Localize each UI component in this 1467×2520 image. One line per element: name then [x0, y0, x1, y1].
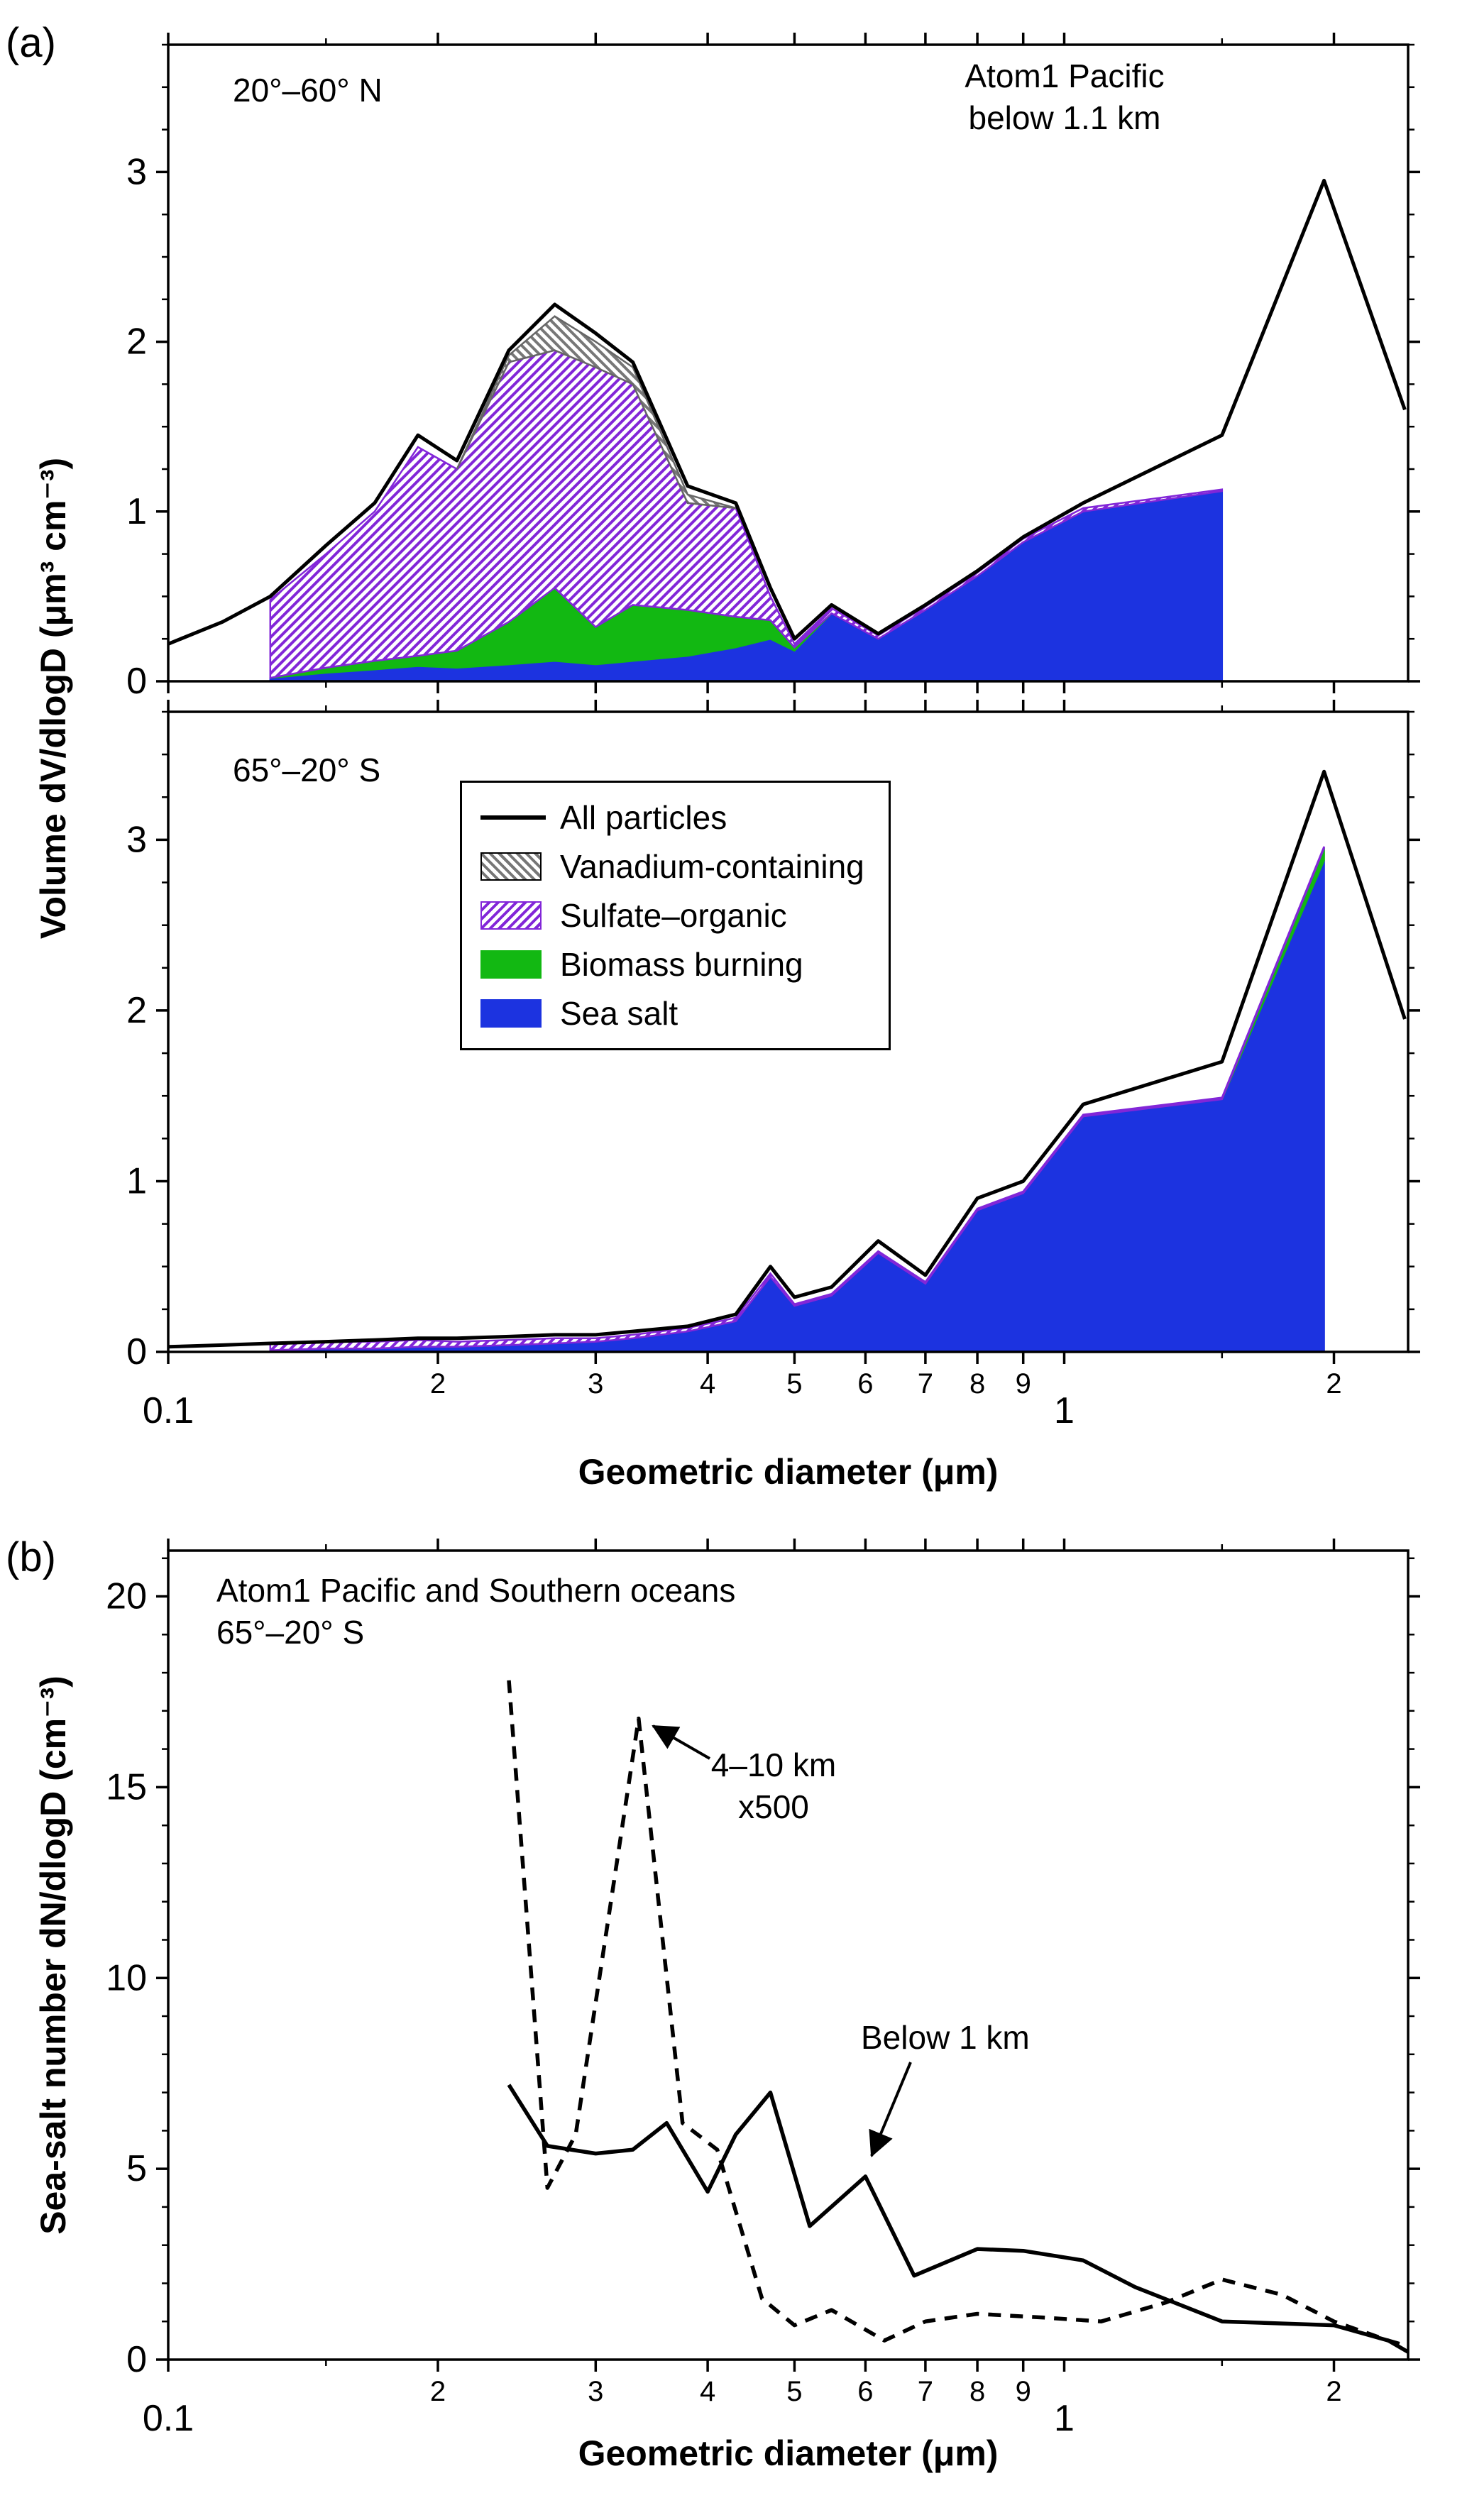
- line-below-1-km: [507, 2084, 1410, 2354]
- svg-text:1: 1: [1054, 2398, 1075, 2439]
- svg-text:20: 20: [106, 1576, 147, 1617]
- plot-frame-a-top: [167, 43, 1410, 683]
- line-4-10-km-x500: [507, 1680, 1409, 2348]
- annotation-4-10km-line2: x500: [738, 1788, 809, 1825]
- svg-text:4: 4: [700, 2376, 715, 2407]
- legend-swatch-sea-salt: [480, 999, 542, 1028]
- svg-text:3: 3: [126, 151, 147, 192]
- legend-label-sulfate-organic: Sulfate–organic: [560, 897, 787, 934]
- x-axis-title-a: Geometric diameter (μm): [578, 1452, 999, 1492]
- panel-b-letter: (b): [6, 1534, 56, 1580]
- svg-text:3: 3: [588, 2376, 603, 2407]
- legend-swatch-all-particles-line: [480, 815, 546, 820]
- annotation-4-10km-line1: 4–10 km: [710, 1746, 837, 1783]
- annotation-below-1km: Below 1 km: [861, 2019, 1030, 2056]
- svg-text:0.1: 0.1: [143, 2398, 194, 2439]
- legend-item-sea-salt: Sea salt: [480, 994, 864, 1033]
- svg-text:2: 2: [430, 2376, 446, 2407]
- svg-text:10: 10: [106, 1957, 147, 1998]
- svg-text:1: 1: [126, 491, 147, 532]
- svg-text:5: 5: [786, 2376, 802, 2407]
- annotation-a-top-line2: below 1.1 km: [968, 99, 1161, 136]
- legend-item-biomass-burning: Biomass burning: [480, 945, 864, 984]
- svg-text:2: 2: [1326, 1368, 1341, 1399]
- svg-text:0.1: 0.1: [143, 1390, 194, 1431]
- y-axis-title-a: Volume dV/dlogD (μm³ cm⁻³): [33, 457, 73, 940]
- axis-ticks-a-top: 0 1 2 3: [126, 33, 1420, 702]
- svg-text:6: 6: [857, 2376, 873, 2407]
- legend-swatch-sulfate-hatch: [480, 901, 542, 930]
- region-label-a-bottom: 65°–20° S: [233, 752, 381, 788]
- svg-text:7: 7: [918, 2376, 933, 2407]
- legend: All particles Vanadium-containing Sulfat…: [460, 781, 891, 1050]
- annotation-a-top: Atom1 Pacific below 1.1 km: [908, 55, 1221, 139]
- area-sulfate-organic: [269, 846, 1325, 1351]
- svg-text:15: 15: [106, 1766, 147, 1808]
- svg-text:2: 2: [126, 990, 147, 1031]
- annotation-a-top-line1: Atom1 Pacific: [965, 57, 1165, 94]
- svg-text:2: 2: [430, 1368, 446, 1399]
- title-b-line1: Atom1 Pacific and Southern oceans: [216, 1572, 736, 1609]
- svg-text:5: 5: [126, 2148, 147, 2189]
- svg-text:3: 3: [126, 819, 147, 860]
- y-axis-title-b: Sea-salt number dN/dlogD (cm⁻³): [33, 1676, 73, 2235]
- annotation-4-10km: 4–10 km x500: [667, 1744, 880, 1828]
- svg-text:0: 0: [126, 2339, 147, 2380]
- svg-text:1: 1: [126, 1161, 147, 1202]
- plot-frame-b: [167, 1549, 1410, 2361]
- svg-text:0: 0: [126, 661, 147, 702]
- legend-label-all-particles: All particles: [560, 799, 727, 836]
- region-label-a-top: 20°–60° N: [233, 72, 383, 109]
- title-b-line2: 65°–20° S: [216, 1613, 365, 1651]
- line-all-particles: [167, 178, 1407, 646]
- legend-item-sulfate-organic: Sulfate–organic: [480, 896, 864, 935]
- svg-text:7: 7: [918, 1368, 933, 1399]
- annotation-arrow-4-10km: [652, 1724, 710, 1760]
- legend-label-vanadium: Vanadium-containing: [560, 848, 864, 885]
- legend-label-biomass-burning: Biomass burning: [560, 946, 803, 983]
- svg-text:6: 6: [857, 1368, 873, 1399]
- svg-text:4: 4: [700, 1368, 715, 1399]
- title-b: Atom1 Pacific and Southern oceans 65°–20…: [216, 1570, 735, 1654]
- legend-swatch-vanadium-hatch: [480, 852, 542, 881]
- svg-text:8: 8: [969, 1368, 985, 1399]
- svg-text:8: 8: [969, 2376, 985, 2407]
- svg-text:0: 0: [126, 1331, 147, 1372]
- plot-frame-a-bottom: [167, 710, 1410, 1353]
- line-all-particles: [167, 769, 1407, 1349]
- svg-text:3: 3: [588, 1368, 603, 1399]
- svg-text:9: 9: [1016, 2376, 1031, 2407]
- panel-a-letter: (a): [6, 20, 56, 66]
- legend-item-all-particles: All particles: [480, 798, 864, 837]
- svg-text:9: 9: [1016, 1368, 1031, 1399]
- x-axis-title-b: Geometric diameter (μm): [578, 2433, 999, 2473]
- legend-swatch-biomass: [480, 950, 542, 979]
- svg-text:2: 2: [126, 321, 147, 363]
- area-vanadium-containing: [456, 315, 737, 510]
- legend-label-sea-salt: Sea salt: [560, 995, 678, 1032]
- svg-text:5: 5: [786, 1368, 802, 1399]
- svg-text:1: 1: [1054, 1390, 1075, 1431]
- annotation-arrow-below-1km: [869, 2062, 912, 2157]
- legend-item-vanadium: Vanadium-containing: [480, 847, 864, 886]
- svg-text:2: 2: [1326, 2376, 1341, 2407]
